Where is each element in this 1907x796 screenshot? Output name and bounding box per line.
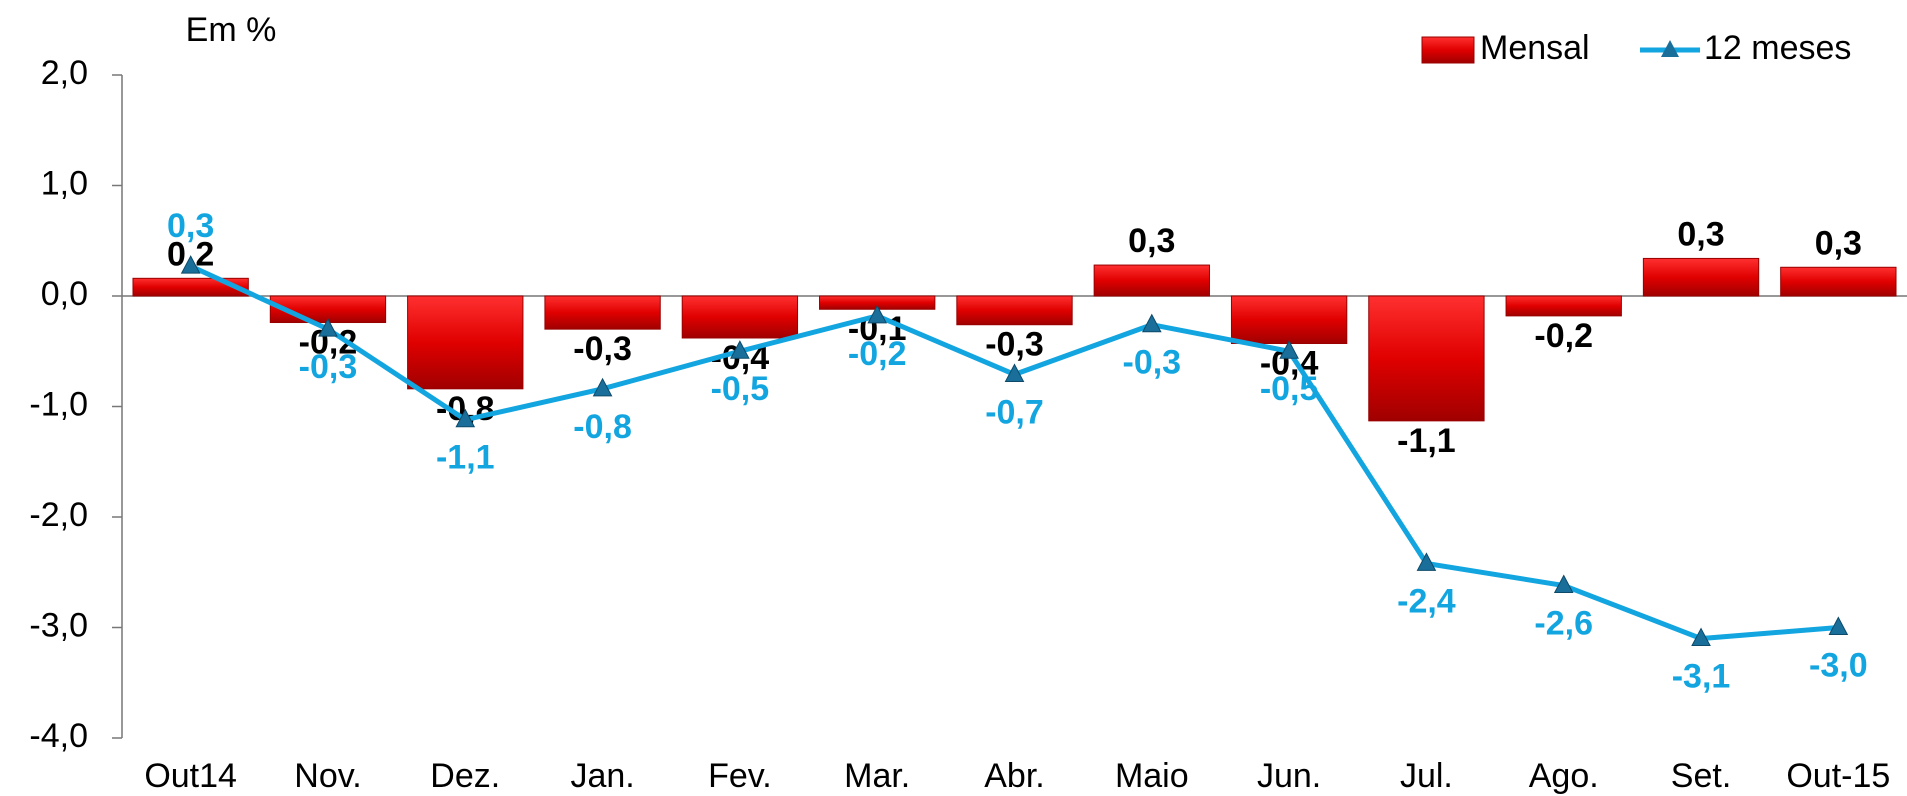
y-tick-label: 2,0 xyxy=(41,54,88,92)
x-tick-label: Out-15 xyxy=(1786,757,1890,795)
bar xyxy=(1093,264,1210,297)
line-value-label: -0,3 xyxy=(299,348,358,386)
bar-value-label: 0,3 xyxy=(1677,215,1724,253)
bar-value-label: 0,3 xyxy=(1128,222,1175,260)
line-value-label: -0,5 xyxy=(711,370,770,408)
x-tick-label: Out14 xyxy=(144,757,237,795)
x-tick-label: Jun. xyxy=(1257,757,1321,795)
bar xyxy=(1780,266,1897,297)
bar-value-label: -0,3 xyxy=(573,330,632,368)
bar xyxy=(956,295,1073,326)
x-tick-label: Ago. xyxy=(1529,757,1599,795)
x-tick-label: Fev. xyxy=(708,757,772,795)
legend-label: 12 meses xyxy=(1704,29,1851,67)
bar xyxy=(1642,257,1760,297)
bar xyxy=(681,295,799,339)
bar-value-label: -0,3 xyxy=(985,326,1044,364)
line-marker xyxy=(730,340,750,359)
line-marker xyxy=(867,304,888,324)
line-value-label: -2,6 xyxy=(1534,604,1593,642)
legend-swatch xyxy=(1421,36,1475,64)
y-tick-label: -1,0 xyxy=(29,385,88,423)
line-value-label: -3,1 xyxy=(1672,658,1731,696)
line-value-label: 0,3 xyxy=(167,207,214,245)
line-value-label: -2,4 xyxy=(1397,582,1456,620)
line-marker xyxy=(1141,313,1162,333)
line-marker xyxy=(592,377,613,397)
bar xyxy=(132,277,249,297)
line-marker xyxy=(180,255,201,274)
x-tick-label: Jan. xyxy=(570,757,634,795)
y-tick-label: -3,0 xyxy=(29,606,88,644)
line-marker xyxy=(1691,627,1711,647)
legend-marker xyxy=(1661,40,1679,57)
x-tick-label: Maio xyxy=(1115,757,1189,795)
line-marker xyxy=(318,318,338,337)
x-tick-label: Nov. xyxy=(294,757,361,795)
bar-value-label: -0,2 xyxy=(1534,317,1593,355)
line-value-label: -3,0 xyxy=(1809,646,1868,684)
line-value-label: -0,2 xyxy=(848,335,907,373)
bar-value-label: -1,1 xyxy=(1397,422,1456,460)
y-tick-label: 1,0 xyxy=(41,164,88,202)
bar xyxy=(1230,295,1348,345)
y-tick-label: -4,0 xyxy=(29,717,88,755)
bar xyxy=(544,295,661,330)
x-tick-label: Abr. xyxy=(984,757,1044,795)
x-tick-label: Dez. xyxy=(430,757,500,795)
line-value-label: -1,1 xyxy=(436,439,495,477)
y-tick-label: 0,0 xyxy=(41,275,88,313)
bar-value-label: 0,3 xyxy=(1815,224,1862,262)
legend-label: Mensal xyxy=(1480,29,1590,67)
line-marker xyxy=(1416,552,1437,571)
y-tick-label: -2,0 xyxy=(29,496,88,534)
x-tick-label: Jul. xyxy=(1400,757,1453,795)
line-marker xyxy=(455,408,476,428)
bar xyxy=(1505,295,1622,317)
chart-title: Em % xyxy=(186,11,277,49)
x-tick-label: Mar. xyxy=(844,757,910,795)
line-value-label: -0,8 xyxy=(573,408,632,446)
line-value-label: -0,5 xyxy=(1260,370,1319,408)
line-value-label: -0,3 xyxy=(1123,344,1182,382)
line-marker xyxy=(1004,363,1025,382)
x-tick-label: Set. xyxy=(1671,757,1731,795)
line-marker xyxy=(1279,340,1299,359)
line-marker xyxy=(1553,574,1574,594)
line-value-label: -0,7 xyxy=(985,393,1044,431)
bar xyxy=(1368,295,1485,422)
bar xyxy=(407,295,524,390)
line-marker xyxy=(1828,616,1849,635)
